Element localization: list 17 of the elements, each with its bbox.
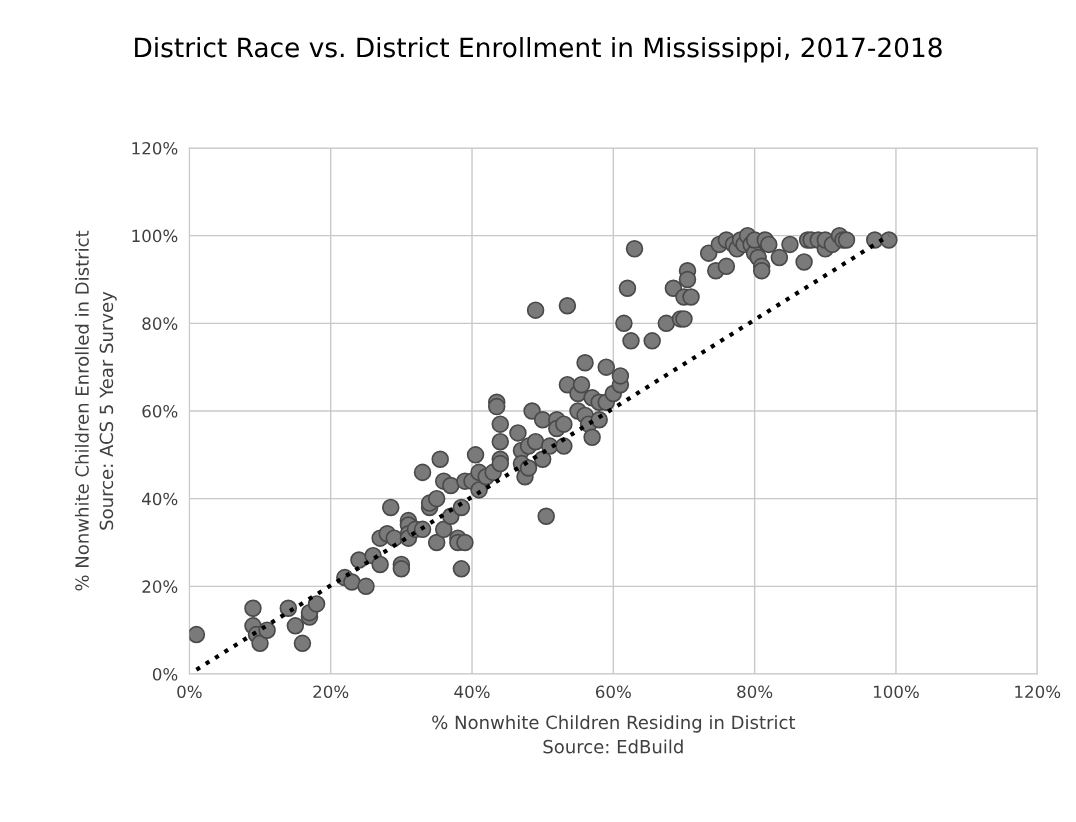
x-tick-label: 100% xyxy=(873,685,919,699)
x-axis-title: % Nonwhite Children Residing in District Source: EdBuild xyxy=(432,715,796,754)
x-tick-label: 120% xyxy=(1015,685,1061,699)
x-tick-label: 60% xyxy=(595,685,631,699)
x-tick-label: 80% xyxy=(737,685,773,699)
x-tick-label: 20% xyxy=(313,685,349,699)
y-tick-label: 100% xyxy=(132,229,178,243)
x-tick-label: 40% xyxy=(454,685,490,699)
x-tick-label: 0% xyxy=(177,685,202,699)
y-tick-label: 40% xyxy=(142,492,178,506)
chart-title: District Race vs. District Enrollment in Mississippi, 2017-2018 xyxy=(135,36,942,63)
y-tick-label: 120% xyxy=(132,141,178,155)
y-tick-label: 80% xyxy=(142,317,178,330)
y-tick-label: 60% xyxy=(142,404,178,418)
y-tick-label: 0% xyxy=(152,668,178,681)
y-axis-title: % Nonwhite Children Enrolled in District Source: ACS 5 Year Survey xyxy=(74,230,117,591)
y-tick-label: 20% xyxy=(142,580,178,593)
